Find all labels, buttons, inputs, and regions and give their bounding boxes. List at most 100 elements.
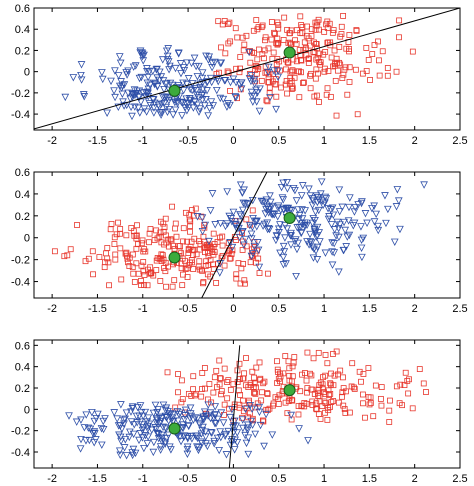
- data-point-triangle: [204, 56, 213, 64]
- y-tick-label: 0: [24, 67, 30, 79]
- data-point-triangle: [250, 80, 259, 88]
- data-point-triangle: [181, 412, 189, 420]
- data-point-triangle: [243, 426, 252, 435]
- data-point-square: [308, 372, 315, 379]
- data-point-triangle: [186, 432, 195, 441]
- data-point-square: [241, 277, 248, 284]
- y-tick-label: -0.2: [11, 88, 30, 100]
- data-point-triangle: [162, 103, 170, 112]
- data-point-square: [336, 43, 343, 50]
- data-point-square: [327, 390, 334, 397]
- data-point-triangle: [136, 47, 145, 55]
- data-point-triangle: [238, 206, 247, 215]
- data-point-square: [367, 77, 373, 83]
- x-tick-label: -1: [138, 303, 148, 315]
- data-point-square: [164, 369, 171, 376]
- data-point-square: [378, 402, 385, 409]
- data-point-square: [312, 26, 319, 33]
- data-point-square: [324, 360, 331, 367]
- data-point-triangle: [156, 443, 165, 451]
- data-point-square: [304, 385, 311, 391]
- data-point-triangle: [179, 99, 187, 107]
- data-point-triangle: [186, 414, 194, 423]
- data-point-triangle: [304, 437, 312, 445]
- data-point-square: [151, 237, 158, 243]
- data-point-triangle: [308, 195, 317, 203]
- data-point-triangle: [120, 420, 128, 428]
- data-point-triangle: [84, 424, 93, 432]
- data-point-square: [360, 400, 366, 407]
- data-point-square: [141, 282, 147, 288]
- data-point-square: [369, 51, 376, 57]
- data-point-square: [256, 46, 262, 53]
- data-point-triangle: [159, 423, 167, 431]
- data-point-triangle: [117, 437, 125, 446]
- data-point-square: [96, 254, 103, 261]
- data-point-triangle: [327, 221, 336, 229]
- data-point-triangle: [153, 409, 162, 417]
- data-point-triangle: [165, 105, 173, 114]
- data-point-triangle: [134, 93, 143, 102]
- data-point-square: [265, 45, 272, 52]
- data-point-square: [312, 75, 319, 82]
- data-point-triangle: [180, 66, 189, 75]
- data-point-triangle: [250, 92, 259, 101]
- data-point-square: [195, 263, 202, 270]
- data-point-square: [234, 34, 241, 41]
- data-point-triangle: [245, 75, 254, 83]
- data-point-triangle: [137, 73, 146, 82]
- data-point-triangle: [225, 212, 234, 221]
- data-point-triangle: [338, 203, 347, 211]
- data-point-triangle: [266, 94, 274, 102]
- data-point-triangle: [374, 222, 382, 231]
- data-point-triangle: [162, 413, 171, 422]
- data-point-square: [131, 279, 138, 285]
- data-point-square: [282, 353, 289, 359]
- data-point-square: [409, 405, 416, 412]
- data-point-triangle: [177, 437, 185, 446]
- data-point-triangle: [127, 103, 135, 112]
- data-point-triangle: [153, 82, 162, 90]
- data-point-triangle: [195, 108, 203, 116]
- data-point-triangle: [169, 111, 177, 119]
- data-point-triangle: [122, 409, 131, 417]
- data-point-square: [387, 397, 393, 404]
- data-point-square: [219, 242, 226, 249]
- data-point-triangle: [305, 185, 313, 193]
- data-point-square: [251, 389, 257, 396]
- data-point-square: [384, 72, 391, 79]
- data-point-square: [105, 259, 112, 266]
- data-point-triangle: [107, 77, 115, 86]
- data-point-triangle: [130, 421, 139, 429]
- data-point-triangle: [219, 419, 228, 427]
- data-point-triangle: [279, 261, 288, 269]
- data-point-triangle: [392, 203, 401, 211]
- data-point-square: [202, 385, 208, 392]
- data-point-square: [293, 40, 300, 47]
- data-point-square: [180, 271, 186, 278]
- data-point-square: [304, 349, 311, 356]
- x-tick-label: 2.5: [452, 135, 467, 147]
- data-point-triangle: [357, 236, 366, 244]
- data-point-triangle: [146, 81, 154, 89]
- data-point-square: [162, 259, 169, 266]
- data-point-triangle: [313, 223, 322, 232]
- data-point-triangle: [65, 412, 73, 420]
- data-point-square: [300, 80, 306, 86]
- data-point-square: [243, 243, 250, 250]
- data-point-triangle: [241, 405, 250, 414]
- data-point-triangle: [156, 419, 164, 428]
- data-point-triangle: [164, 58, 173, 66]
- data-point-square: [324, 18, 331, 25]
- data-point-square: [274, 368, 281, 375]
- data-point-triangle: [250, 76, 259, 84]
- data-point-square: [254, 56, 261, 63]
- data-point-triangle: [303, 221, 311, 230]
- data-point-square: [319, 385, 326, 392]
- data-point-triangle: [292, 197, 301, 205]
- data-point-triangle: [82, 411, 91, 419]
- data-point-triangle: [298, 206, 306, 214]
- data-point-square: [241, 370, 248, 377]
- data-point-square: [360, 371, 367, 377]
- data-point-square: [133, 260, 140, 267]
